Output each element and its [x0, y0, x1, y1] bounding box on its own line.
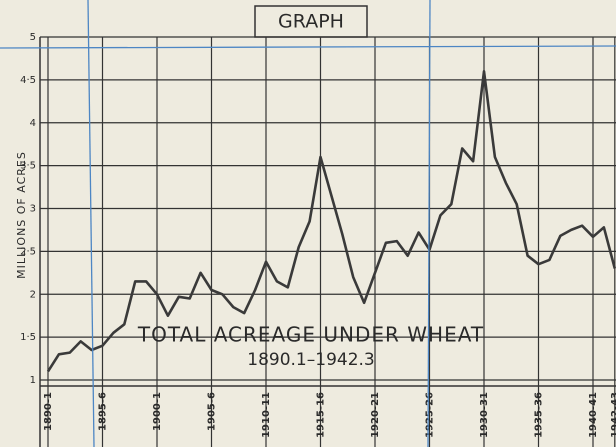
- x-tick-label: 1915-16: [316, 392, 327, 438]
- x-tick-label: 1935-36: [534, 392, 545, 438]
- y-axis-label: MILLIONS OF ACRES: [15, 151, 28, 279]
- y-tick-label: 2: [30, 289, 36, 300]
- x-tick-label: 1930-31: [479, 392, 490, 438]
- x-tick-label: 1905-6: [207, 392, 218, 431]
- scan-mark: [0, 45, 616, 49]
- data-line: [46, 70, 616, 373]
- y-tick-label: 5: [30, 32, 36, 43]
- x-tick-label: 1940-41: [588, 392, 599, 438]
- chart-title: GRAPH: [278, 11, 344, 33]
- x-tick-label: 1900-1: [152, 392, 163, 431]
- annotation: TOTAL ACREAGE UNDER WHEAT: [137, 323, 484, 347]
- x-tick-label: 1920-21: [370, 392, 381, 438]
- scan-mark: [427, 0, 431, 447]
- plot: 1 1·5 2 2·5 3 3·5 4 4·5 5 1890-1 1895-6 1900-1 1905-…: [20, 32, 616, 447]
- x-tick-label: 1942-43: [610, 392, 616, 438]
- y-tick-label: 4: [30, 118, 36, 129]
- y-tick-label: 1: [30, 375, 36, 386]
- scan-mark: [87, 0, 95, 447]
- x-tick-label: 1910-11: [261, 392, 272, 438]
- y-tick-label: 2·5: [20, 246, 36, 257]
- x-tick-label: 1895-6: [98, 392, 109, 431]
- y-tick-label: 1·5: [20, 332, 36, 343]
- x-tick-label: 1925-26: [425, 392, 436, 438]
- y-tick-label: 4·5: [20, 75, 36, 86]
- annotation: 1890.1–1942.3: [247, 350, 374, 370]
- y-tick-label: 3·5: [20, 161, 36, 172]
- x-tick-label: 1890-1: [43, 392, 54, 431]
- y-tick-label: 3: [30, 204, 36, 215]
